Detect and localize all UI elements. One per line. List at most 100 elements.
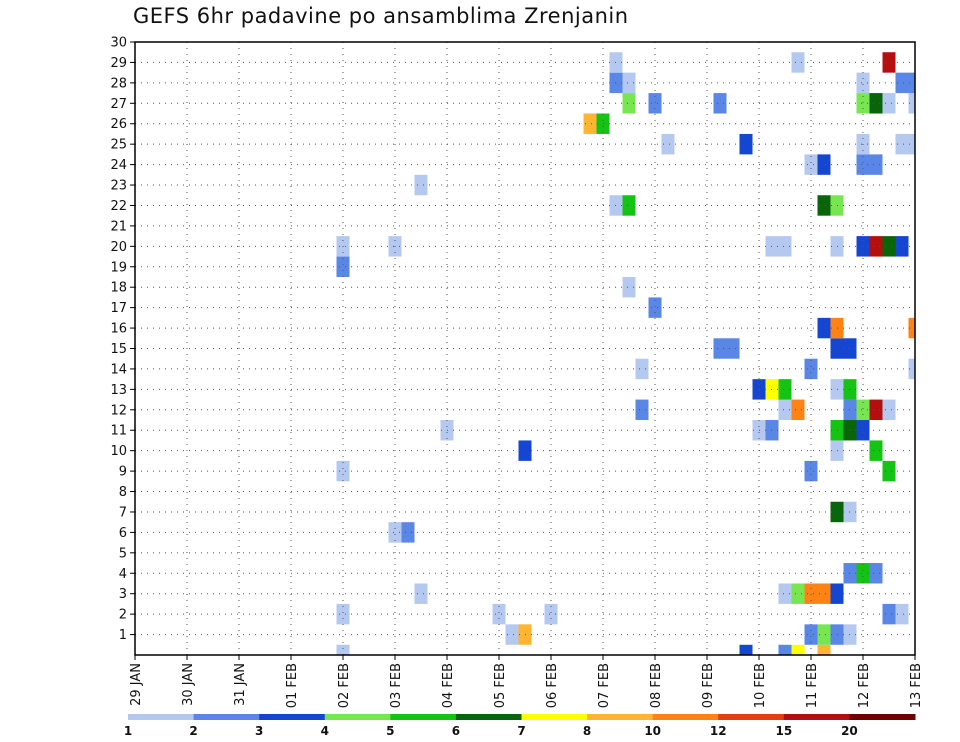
heatmap-cell [778,236,792,257]
heatmap-cell [622,93,636,114]
heatmap-cell [856,154,870,175]
x-tick-label: 13 FEB [909,663,924,708]
y-tick-label: 19 [110,260,127,275]
heatmap-cell [869,399,883,421]
y-tick-label: 27 [110,97,127,112]
heatmap-cell [388,522,402,543]
x-tick-label: 03 FEB [389,663,404,708]
y-tick-label: 13 [110,383,127,398]
x-tick-label: 29 JAN [129,663,144,706]
y-tick-label: 28 [110,76,127,91]
colorbar-label: 6 [452,724,460,738]
y-tick-label: 30 [110,36,127,51]
colorbar-label: 4 [321,724,329,738]
y-tick-label: 11 [110,424,127,439]
heatmap-cell [882,93,896,114]
x-tick-label: 05 FEB [493,663,508,708]
colorbar-segment [455,714,522,720]
heatmap-cell [336,644,350,655]
colorbar-label: 15 [775,724,792,738]
colorbar-label: 12 [710,724,727,738]
colorbar-label: 5 [386,724,394,738]
heatmap-cell [908,72,915,94]
colorbar-segment [718,714,785,720]
chart-title: GEFS 6hr padavine po ansamblima Zrenjani… [133,4,629,28]
heatmap-cell [713,338,727,359]
heatmap-cell [856,563,870,584]
colorbar-label: 2 [189,724,197,738]
heatmap-cell [622,276,636,298]
y-tick-label: 5 [119,546,127,561]
x-tick-label: 11 FEB [805,663,820,708]
heatmap-cell [635,399,649,421]
heatmap-cell [882,52,896,73]
x-tick-label: 08 FEB [649,663,664,708]
colorbar-label: 8 [583,724,591,738]
x-tick-label: 30 JAN [181,663,196,706]
y-tick-label: 23 [110,179,127,194]
heatmap-cell [414,174,428,196]
heatmap-cell [778,644,792,655]
heatmap-cell [908,133,915,155]
colorbar-label: 20 [841,724,858,738]
heatmap-cell [648,297,662,318]
y-tick-label: 26 [110,117,127,132]
heatmap-cell [882,460,896,482]
heatmap-cell [869,440,883,461]
heatmap-cell [817,154,831,175]
colorbar-segment [587,714,654,720]
colorbar-segment [652,714,719,720]
colorbar-segment [193,714,260,720]
heatmap-cell [505,624,519,645]
heatmap-cell [804,460,818,482]
heatmap-cell [492,603,506,625]
heatmap-cell [739,644,753,655]
colorbar-label: 10 [644,724,661,738]
y-tick-label: 17 [110,301,127,316]
heatmap-cell [869,236,883,257]
heatmap-cell [804,624,818,645]
heatmap-cell [869,154,883,175]
heatmap-cell [817,583,831,604]
y-tick-label: 10 [110,444,127,459]
y-tick-label: 29 [110,56,127,71]
heatmap-cell [778,379,792,400]
heatmap-cell [739,133,753,155]
heatmap-cell [856,93,870,114]
heatmap-cell [817,624,831,645]
heatmap-cell [336,603,350,625]
y-tick-label: 20 [110,240,127,255]
colorbar-segment [521,714,588,720]
heatmap-cell [856,420,870,441]
y-tick-label: 25 [110,138,127,153]
heatmap-cell [817,644,831,655]
x-tick-label: 10 FEB [753,663,768,708]
y-tick-label: 15 [110,342,127,357]
heatmap-cell [895,133,909,155]
y-tick-label: 12 [110,403,127,418]
x-tick-label: 04 FEB [441,663,456,708]
heatmap-cell [817,195,831,216]
y-tick-label: 24 [110,158,127,173]
y-tick-label: 8 [119,485,127,500]
heatmap-cell [336,256,350,277]
x-tick-label: 06 FEB [545,663,560,708]
y-tick-label: 2 [119,608,127,623]
heatmap-cell [895,603,909,625]
x-tick-label: 02 FEB [337,663,352,708]
x-tick-label: 09 FEB [701,663,716,708]
y-tick-label: 6 [119,526,127,541]
x-tick-label: 01 FEB [285,663,300,708]
colorbar-segment [390,714,457,720]
heatmap-cell [882,399,896,421]
heatmap-cell [791,644,805,655]
heatmap-cell [869,563,883,584]
heatmap-cell [856,399,870,421]
colorbar-segment [259,714,326,720]
x-tick-label: 12 FEB [857,663,872,708]
heatmap-cell [778,399,792,421]
colorbar-segment [849,714,916,720]
heatmap-cell [908,358,915,380]
y-tick-label: 7 [119,505,127,520]
